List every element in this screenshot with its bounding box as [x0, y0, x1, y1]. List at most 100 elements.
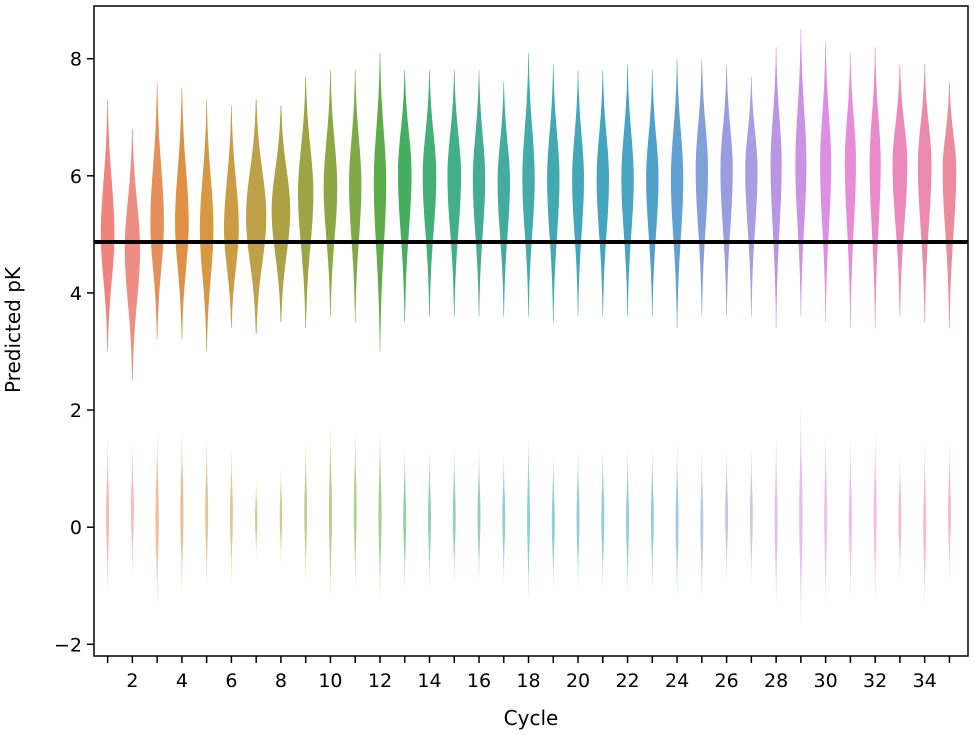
violin-lower-cycle-14 — [428, 451, 431, 586]
violin-upper-cycle-11 — [349, 70, 362, 323]
plot-frame — [93, 5, 969, 657]
violin-lower-cycle-29 — [799, 410, 803, 621]
violin-upper-cycle-29 — [795, 29, 807, 317]
violin-lower-cycle-8 — [279, 468, 283, 563]
violin-lower-cycle-19 — [551, 456, 555, 586]
violin-lower-cycle-5 — [205, 439, 209, 586]
violin-upper-cycle-5 — [199, 99, 214, 352]
violin-upper-cycle-13 — [397, 70, 412, 323]
x-tick-label: 14 — [417, 670, 441, 692]
y-axis: −2 0 2 4 6 8 — [54, 49, 94, 656]
violin-upper-cycle-32 — [869, 46, 881, 329]
violin-lower-cycle-18 — [527, 439, 531, 598]
y-tick-label: 4 — [70, 283, 82, 305]
violin-lower-cycle-35 — [947, 445, 951, 580]
violin-upper-cycle-8 — [271, 105, 291, 323]
violin-lower-cycle-10 — [328, 427, 333, 598]
y-tick-label: 2 — [70, 400, 82, 422]
x-tick-label: 12 — [368, 670, 392, 692]
y-axis-label: Predicted pK — [1, 266, 25, 393]
violin-lower-cycle-26 — [725, 451, 729, 580]
x-tick-label: 24 — [665, 670, 689, 692]
x-tick-label: 4 — [176, 670, 188, 692]
violin-marks — [100, 29, 957, 621]
violin-lower-cycle-32 — [873, 433, 877, 598]
violin-lower-cycle-4 — [180, 433, 184, 592]
violin-lower-cycle-17 — [502, 456, 506, 580]
violin-upper-cycle-17 — [497, 82, 510, 317]
y-tick-label: 8 — [70, 49, 82, 71]
x-tick-label: 20 — [566, 670, 590, 692]
violin-upper-cycle-33 — [892, 64, 908, 317]
violin-lower-cycle-13 — [403, 451, 407, 586]
violin-upper-cycle-27 — [745, 76, 758, 317]
violin-upper-cycle-20 — [572, 70, 584, 317]
violin-upper-cycle-31 — [844, 52, 856, 329]
violin-upper-cycle-15 — [447, 70, 462, 317]
violin-upper-cycle-7 — [246, 99, 267, 334]
violin-lower-cycle-21 — [601, 451, 605, 586]
violin-lower-cycle-31 — [848, 439, 852, 598]
x-tick-label: 28 — [764, 670, 788, 692]
x-tick-label: 10 — [318, 670, 342, 692]
violin-lower-cycle-25 — [700, 451, 704, 598]
violin-lower-cycle-23 — [650, 451, 654, 586]
x-tick-label: 30 — [814, 670, 838, 692]
violin-lower-cycle-30 — [824, 433, 828, 604]
violin-upper-cycle-10 — [323, 70, 338, 317]
x-tick-label: 18 — [516, 670, 540, 692]
violin-upper-cycle-24 — [670, 58, 684, 329]
violin-upper-cycle-1 — [100, 99, 115, 352]
violin-lower-cycle-11 — [353, 433, 357, 586]
y-tick-label: 6 — [70, 166, 82, 188]
violin-upper-cycle-21 — [596, 70, 609, 317]
x-axis-label: Cycle — [504, 706, 559, 730]
violin-upper-cycle-28 — [770, 46, 782, 329]
violin-lower-cycle-24 — [675, 445, 679, 598]
x-tick-label: 2 — [126, 670, 138, 692]
x-tick-label: 8 — [275, 670, 287, 692]
violin-upper-cycle-30 — [820, 41, 832, 323]
violin-upper-cycle-34 — [917, 64, 932, 323]
y-tick-label: 0 — [70, 517, 82, 539]
violin-upper-cycle-14 — [422, 70, 437, 317]
violin-upper-cycle-18 — [522, 52, 535, 317]
violin-upper-cycle-4 — [175, 87, 189, 340]
violin-lower-cycle-22 — [626, 451, 630, 592]
violin-upper-cycle-12 — [373, 52, 387, 352]
violin-upper-cycle-2 — [124, 128, 141, 381]
violin-lower-cycle-7 — [254, 480, 258, 557]
violin-upper-cycle-9 — [298, 76, 314, 329]
violin-lower-cycle-1 — [106, 439, 110, 592]
violin-lower-cycle-3 — [155, 433, 159, 604]
violin-upper-cycle-23 — [646, 70, 659, 317]
violin-lower-cycle-28 — [774, 439, 778, 604]
violin-upper-cycle-16 — [472, 70, 486, 317]
violin-lower-cycle-2 — [130, 445, 134, 575]
x-tick-label: 34 — [913, 670, 937, 692]
x-tick-label: 22 — [615, 670, 639, 692]
violin-upper-cycle-3 — [150, 82, 164, 340]
violin-lower-cycle-33 — [898, 456, 902, 580]
violin-upper-cycle-26 — [720, 64, 733, 317]
x-tick-label: 16 — [467, 670, 491, 692]
violin-upper-cycle-35 — [942, 82, 957, 329]
violin-upper-cycle-19 — [547, 64, 560, 323]
violin-lower-cycle-6 — [229, 451, 233, 580]
violin-lower-cycle-12 — [378, 433, 382, 598]
violin-lower-cycle-9 — [304, 445, 308, 580]
violin-lower-cycle-20 — [576, 451, 580, 586]
violin-lower-cycle-15 — [452, 451, 456, 580]
x-tick-label: 26 — [715, 670, 739, 692]
violin-upper-cycle-22 — [621, 64, 634, 317]
violin-upper-cycle-25 — [695, 58, 709, 317]
x-tick-label: 32 — [863, 670, 887, 692]
x-axis: 2 4 6 8 10 12 14 16 18 20 22 24 26 28 30 32 34 — [106, 656, 951, 692]
y-tick-label: −2 — [54, 634, 82, 656]
violin-lower-cycle-27 — [749, 451, 753, 580]
violin-lower-cycle-34 — [923, 445, 927, 604]
violin-upper-cycle-6 — [223, 105, 239, 329]
violin-lower-cycle-16 — [477, 451, 481, 580]
x-tick-label: 6 — [225, 670, 237, 692]
